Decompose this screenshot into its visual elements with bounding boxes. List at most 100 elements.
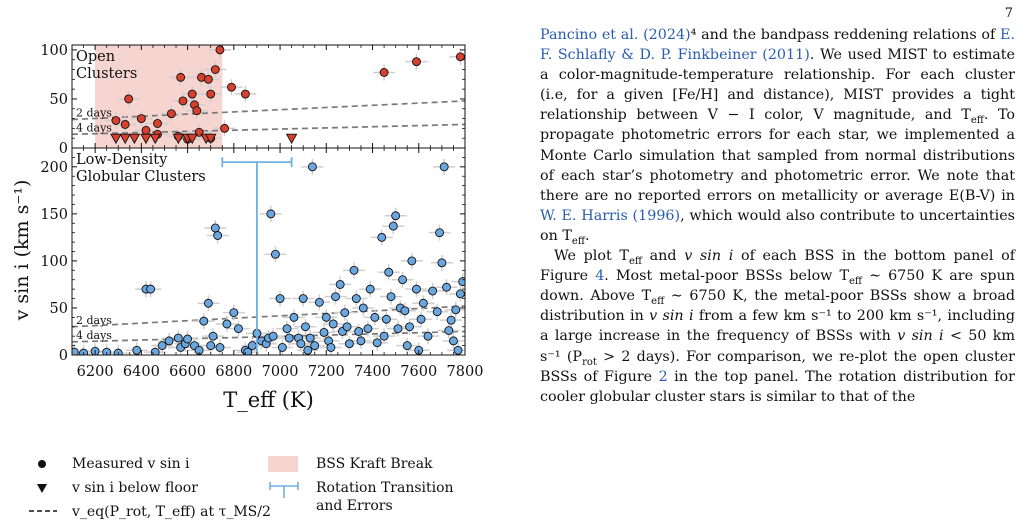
data-point — [307, 162, 317, 172]
panel-label-line2: Clusters — [76, 66, 137, 82]
floor-point — [285, 133, 298, 145]
data-point — [381, 314, 391, 324]
data-point — [132, 345, 142, 355]
data-point — [344, 339, 354, 349]
data-point — [210, 223, 220, 233]
data-point — [349, 265, 359, 275]
text-run: < 50 km s⁻¹ (P — [540, 328, 1016, 365]
text-run: and the bandpass reddening relations of — [696, 27, 1001, 43]
paragraph-2: We plot Teff and v sin i of each BSS in … — [540, 246, 1015, 407]
data-point — [173, 333, 183, 343]
data-point — [146, 284, 156, 294]
data-point — [166, 109, 176, 119]
data-point — [303, 345, 313, 355]
data-point — [187, 89, 197, 99]
data-point — [391, 211, 401, 221]
text-run: ∼ 6750 K, the metal-poor BSSs show a bro… — [540, 288, 1015, 325]
text-run: eff — [628, 255, 642, 267]
data-point — [282, 324, 292, 334]
data-point — [331, 292, 340, 302]
data-point — [453, 345, 463, 355]
data-point — [439, 162, 449, 172]
data-point — [298, 294, 308, 303]
text-run: rot — [582, 356, 597, 368]
data-point — [455, 289, 465, 299]
legend-transition-1: Rotation Transition — [316, 480, 454, 496]
data-point — [326, 343, 336, 352]
data-point — [423, 331, 433, 341]
data-point — [305, 333, 315, 343]
data-point — [284, 333, 294, 343]
citation-link[interactable]: W. E. Harris (1996) — [540, 207, 681, 224]
legend-kraft: BSS Kraft Break — [316, 456, 433, 472]
data-point — [370, 312, 380, 322]
curve-label-2-days: 2 days — [76, 107, 112, 120]
data-point — [405, 322, 414, 332]
text-run: ∼ 6750 K are spun down. Above T — [540, 268, 1015, 305]
legend-transition-2: and Errors — [316, 498, 393, 514]
data-point — [437, 258, 447, 268]
data-point — [164, 336, 174, 346]
data-point — [435, 228, 445, 238]
data-point — [192, 106, 202, 116]
text-run: . To propagate photometric errors for ea… — [540, 107, 1015, 204]
data-point — [124, 94, 134, 104]
data-point — [199, 316, 209, 326]
data-point — [153, 119, 162, 128]
legend-measured: Measured v sin i — [72, 456, 190, 472]
figure-4: 2 days 4 days Open Clusters 100 50 0 2 days 4 da… — [0, 0, 500, 530]
data-point — [363, 324, 373, 334]
citation-link[interactable]: Pancino et al. (2024) — [540, 27, 691, 43]
data-point — [220, 123, 230, 133]
y-tick-label: 100 — [40, 43, 68, 59]
data-point — [208, 331, 218, 341]
curve-label-4-days: 4 days — [76, 329, 112, 342]
data-point — [176, 72, 186, 82]
y-tick-label: 50 — [50, 92, 68, 108]
panel-label-line1: Open — [76, 49, 115, 65]
floor-point — [149, 133, 161, 145]
data-point — [215, 343, 225, 352]
text-run: and — [641, 248, 685, 265]
text-run: We plot T — [554, 248, 629, 265]
citation-link[interactable]: E. F. Schlafly & D. P. Finkbeiner (2011) — [540, 27, 1015, 64]
data-point — [310, 341, 320, 351]
y-tick-label: 150 — [40, 207, 68, 223]
data-point — [398, 275, 408, 285]
x-tick-label: 7600 — [400, 364, 437, 380]
citation-link[interactable]: 4 — [595, 268, 605, 285]
data-point — [319, 327, 329, 337]
text-run: in the top panel. The rotation distribut… — [540, 368, 1015, 405]
x-axis-label: T_eff (K) — [223, 388, 314, 412]
panel-label-line1: Low-Density — [76, 152, 168, 168]
data-point — [222, 319, 232, 329]
data-point — [247, 341, 257, 351]
x-tick-label: 6600 — [169, 364, 206, 380]
data-point — [418, 298, 428, 308]
floor-point — [128, 133, 141, 145]
data-point — [428, 286, 438, 296]
text-run: eff — [849, 275, 863, 287]
kraft-marker — [268, 456, 298, 472]
data-point — [213, 231, 223, 240]
data-point — [356, 336, 366, 346]
x-tick-label: 6800 — [215, 364, 252, 380]
legend-below-floor: v sin i below floor — [72, 480, 198, 496]
data-point — [354, 327, 364, 336]
data-point — [203, 74, 213, 84]
data-point — [412, 57, 421, 67]
y-tick-label: 100 — [40, 254, 68, 270]
curve-label-4-days: 4 days — [76, 121, 112, 134]
data-point — [289, 312, 299, 322]
text-run: . We used MIST to estimate a color-magni… — [540, 47, 1015, 124]
x-tick-label: 6400 — [123, 364, 160, 380]
veq-curve-4-days — [72, 123, 465, 136]
y-tick-label: 0 — [59, 348, 68, 364]
panel-label-line2: Globular Clusters — [76, 169, 206, 185]
citation-link[interactable]: 2 — [658, 368, 668, 385]
text-run: . Most metal-poor BSSs below T — [604, 268, 849, 285]
data-point — [203, 298, 213, 308]
text-run: v sin i — [684, 248, 734, 265]
data-point — [365, 284, 375, 294]
